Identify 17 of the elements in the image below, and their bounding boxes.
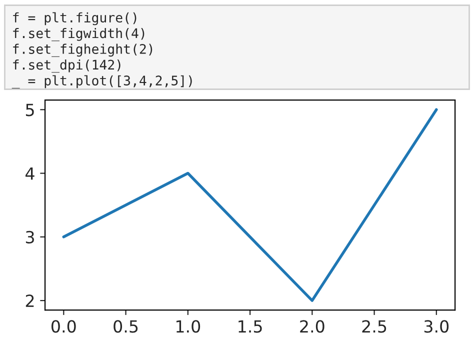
y-tick-label: 2 bbox=[26, 294, 34, 307]
text: f.set_figwidth(4) bbox=[13, 28, 144, 42]
text: f = plt.figure() bbox=[13, 12, 136, 26]
x-tick-label: 1.0 bbox=[176, 320, 200, 333]
y-tick-label: 4 bbox=[26, 167, 34, 180]
text: f.set_figheight(2) bbox=[13, 44, 152, 57]
x-tick-label: 2.5 bbox=[362, 320, 386, 333]
y-tick-label: 3 bbox=[26, 230, 34, 244]
y-tick-label: 5 bbox=[26, 104, 34, 116]
text: f.set_dpi(142) bbox=[13, 60, 120, 73]
x-tick-label: 0.5 bbox=[114, 320, 138, 333]
x-tick-label: 1.5 bbox=[238, 320, 262, 333]
text: _ = plt.plot([3,4,2,5]) bbox=[12, 75, 192, 88]
x-tick-label: 0.0 bbox=[52, 320, 76, 333]
line-series bbox=[62, 108, 438, 302]
x-tick-label: 3.0 bbox=[424, 320, 449, 333]
x-tick-label: 2.0 bbox=[300, 320, 324, 333]
